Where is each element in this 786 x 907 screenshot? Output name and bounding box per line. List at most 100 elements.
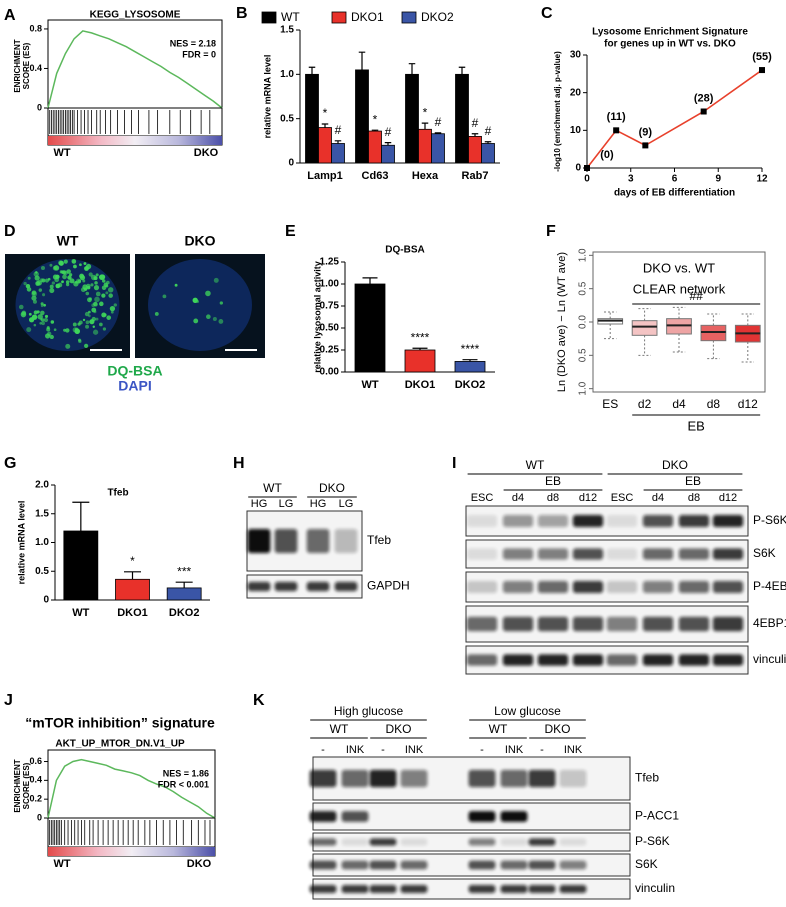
lane-label: INK bbox=[346, 744, 365, 756]
error-bar bbox=[434, 132, 442, 134]
stain-dot bbox=[65, 343, 71, 349]
band bbox=[369, 860, 397, 870]
stain-dot bbox=[40, 302, 44, 306]
error-bar bbox=[358, 51, 366, 70]
y-axis-label: relative lysosomal activity bbox=[312, 261, 322, 373]
band bbox=[606, 616, 638, 632]
band bbox=[468, 769, 496, 788]
x-tick-label: 6 bbox=[672, 174, 678, 185]
stain-dot bbox=[90, 283, 94, 287]
band bbox=[500, 838, 528, 846]
x-tick-label: DKO2 bbox=[455, 379, 486, 391]
row-label: Tfeb bbox=[635, 771, 659, 785]
stain-dot bbox=[85, 324, 90, 329]
stain-dot bbox=[79, 273, 85, 279]
band bbox=[309, 838, 337, 846]
lane-label: - bbox=[321, 744, 325, 756]
chart-title: AKT_UP_MTOR_DN.V1_UP bbox=[55, 739, 185, 750]
y-tick-label: 0.00 bbox=[320, 367, 340, 378]
bar bbox=[63, 530, 99, 601]
row-label: 4EBP1 bbox=[753, 616, 786, 630]
stain-dot bbox=[92, 329, 99, 335]
band bbox=[309, 885, 337, 893]
bar bbox=[381, 144, 395, 164]
whisker bbox=[638, 308, 651, 321]
point-label: (9) bbox=[639, 126, 653, 138]
y-axis-label: relative mRNA level bbox=[16, 501, 26, 585]
band bbox=[306, 529, 330, 553]
stain-dot bbox=[26, 327, 32, 333]
y-tick-label: 0.5 bbox=[578, 281, 589, 295]
y-tick-label: 0.25 bbox=[320, 345, 340, 356]
x-tick-label: DKO1 bbox=[405, 379, 436, 391]
significance: **** bbox=[411, 330, 430, 344]
x-tick-label: WT bbox=[361, 379, 378, 391]
band bbox=[712, 548, 744, 560]
legend-swatch bbox=[401, 11, 417, 24]
band bbox=[606, 654, 638, 666]
lane-group-label: EB bbox=[685, 474, 701, 488]
x-tick-label: d4 bbox=[672, 397, 686, 411]
chart-title: KEGG_LYSOSOME bbox=[90, 10, 181, 21]
stain-dot bbox=[82, 284, 88, 290]
rank-gradient bbox=[48, 136, 222, 145]
stain-dot bbox=[92, 325, 95, 328]
chart-subtitle: CLEAR network bbox=[633, 281, 726, 296]
lane-group-label: WT bbox=[263, 481, 282, 495]
point-label: (11) bbox=[607, 111, 626, 123]
error-bar bbox=[408, 63, 416, 75]
y-tick-label: 0 bbox=[37, 102, 42, 112]
panel-letter: I bbox=[452, 455, 456, 472]
band bbox=[400, 885, 428, 893]
legend-label: DKO2 bbox=[421, 10, 454, 24]
group-label: EB bbox=[688, 418, 705, 433]
lane-label: d4 bbox=[512, 492, 524, 504]
lane-label: LG bbox=[339, 498, 354, 510]
band bbox=[502, 654, 534, 666]
y-tick-label: 0.6 bbox=[29, 756, 42, 766]
stain-dot bbox=[40, 265, 45, 271]
whisker bbox=[638, 335, 651, 356]
error-bar bbox=[124, 571, 141, 580]
stain-dot bbox=[61, 270, 67, 275]
y-tick-label: 1.0 bbox=[280, 69, 294, 80]
band bbox=[466, 654, 498, 666]
x-tick-label: Lamp1 bbox=[307, 170, 342, 182]
stain-dot bbox=[38, 288, 43, 292]
band bbox=[678, 548, 710, 560]
band bbox=[606, 515, 638, 527]
whisker bbox=[741, 313, 754, 326]
es-curve bbox=[47, 30, 223, 109]
y-tick-label: 0.8 bbox=[29, 23, 42, 33]
stain-dot bbox=[101, 293, 106, 298]
whisker bbox=[707, 340, 720, 360]
y-tick-label: 0.2 bbox=[29, 794, 42, 804]
whisker bbox=[707, 313, 720, 326]
band bbox=[678, 654, 710, 666]
lane-group-label: DKO bbox=[544, 722, 570, 736]
band bbox=[468, 811, 496, 822]
row-label: vinculin bbox=[635, 881, 675, 895]
chart-title: Lysosome Enrichment Signature bbox=[592, 27, 748, 38]
error-bar bbox=[371, 129, 379, 132]
error-bar bbox=[362, 277, 378, 284]
stain-dot bbox=[218, 319, 224, 324]
stain-dot bbox=[33, 310, 38, 315]
band bbox=[334, 581, 358, 592]
bar bbox=[481, 143, 495, 164]
band bbox=[537, 654, 569, 666]
y-axis-label: ENRICHMENT bbox=[13, 39, 22, 92]
stain-dot bbox=[88, 314, 91, 318]
stain-dot bbox=[69, 278, 75, 284]
y-tick-label: 0.4 bbox=[29, 775, 42, 785]
point bbox=[642, 142, 649, 149]
chart-title: for genes up in WT vs. DKO bbox=[604, 39, 736, 50]
stain-dot bbox=[72, 322, 77, 327]
rank-label: DKO bbox=[194, 147, 219, 159]
y-tick-label: 1.0 bbox=[578, 248, 589, 262]
rank-label: DKO bbox=[187, 858, 212, 870]
lane-label: - bbox=[540, 744, 544, 756]
panel-letter: E bbox=[285, 223, 296, 240]
panel-letter: A bbox=[4, 7, 16, 24]
legend-label: WT bbox=[281, 10, 300, 24]
